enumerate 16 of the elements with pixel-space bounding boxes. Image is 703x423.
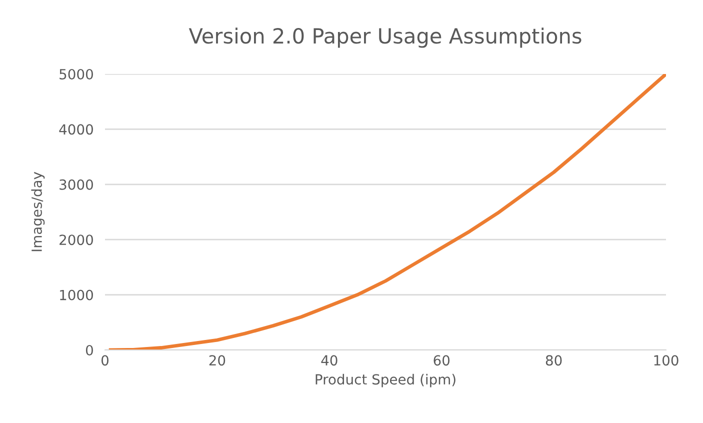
y-tick-label: 0 [86, 344, 93, 356]
x-tick-label: 100 [654, 355, 678, 366]
y-tick-label: 2000 [60, 234, 93, 246]
y-tick-label: 3000 [60, 179, 93, 190]
y-axis-title: Images/day [31, 172, 45, 252]
x-tick-label: 40 [321, 355, 338, 366]
y-tick-label: 5000 [60, 68, 93, 80]
x-tick-label: 0 [101, 355, 108, 366]
x-tick-label: 20 [209, 355, 226, 366]
x-tick-label: 60 [434, 355, 450, 366]
x-axis-title: Product Speed (ipm) [316, 374, 456, 388]
y-tick-label: 4000 [59, 124, 93, 135]
line-series [108, 74, 666, 350]
y-tick-label: 1000 [60, 290, 93, 300]
x-tick-label: 80 [546, 355, 562, 366]
chart-title: Version 2.0 Paper Usage Assumptions [188, 28, 582, 48]
